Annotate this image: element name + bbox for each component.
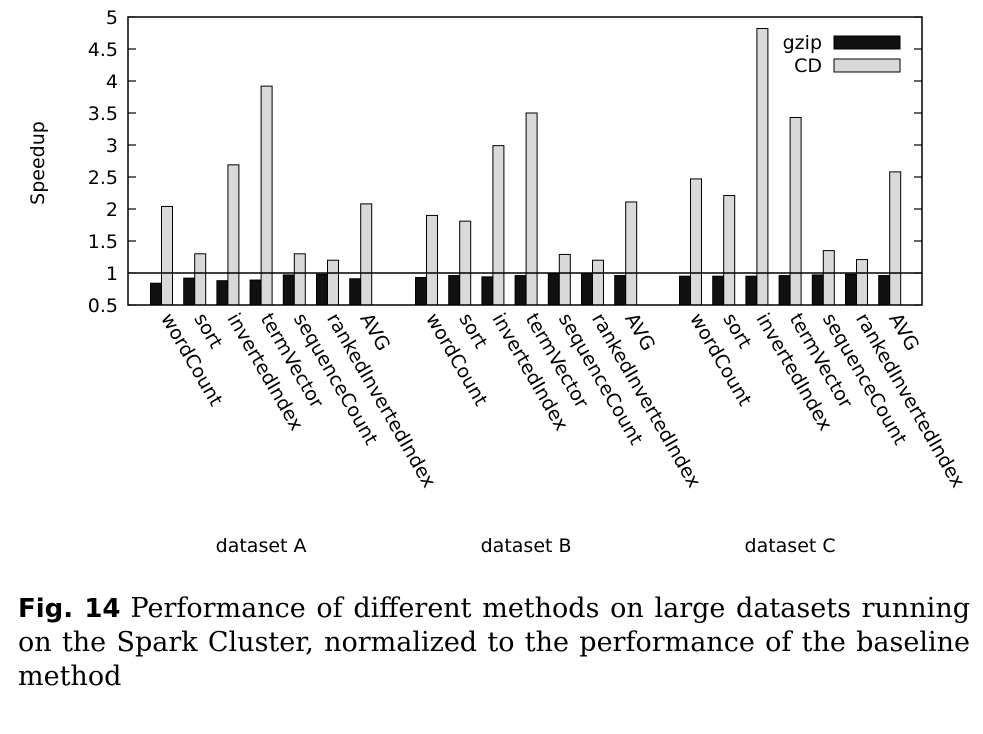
y-axis-label: Speedup <box>27 121 49 205</box>
bar-cd-wordcount <box>161 205 173 306</box>
caption-text: Performance of different methods on larg… <box>18 593 970 692</box>
bar-cd-termvector <box>260 85 273 306</box>
bar-cd-termvector <box>525 112 538 306</box>
group-label: dataset B <box>481 535 572 557</box>
bars <box>150 28 902 306</box>
bar-gzip-invertedindex <box>216 280 229 306</box>
legend-label: gzip <box>783 32 822 54</box>
y-tick-label: 2 <box>106 199 118 221</box>
bar-cd-sequencecount <box>822 250 835 306</box>
bar-cd-wordcount <box>690 178 702 306</box>
group-labels: dataset A dataset B dataset C <box>216 535 836 557</box>
category-labels: wordCountsortinvertedIndextermVectorsequ… <box>156 310 969 492</box>
bar-gzip-sequencecount <box>811 274 824 306</box>
y-axis-ticks: 0.5 1 1.5 2 2.5 3 3.5 4 4.5 5 <box>88 7 922 317</box>
y-tick-label: 1 <box>106 263 118 285</box>
legend-label: CD <box>794 55 822 77</box>
bar-cd-wordcount <box>426 214 438 306</box>
bar-gzip-sort <box>183 277 196 306</box>
bar-cd-invertedindex <box>227 164 240 306</box>
y-tick-label: 1.5 <box>88 231 118 253</box>
bar-gzip-termvector <box>249 279 262 306</box>
bar-gzip-rankedinvertedindex <box>845 273 857 306</box>
bar-cd-invertedindex <box>756 28 769 306</box>
bar-gzip-termvector <box>778 275 791 306</box>
bar-gzip-avg <box>878 275 891 306</box>
bar-cd-sort <box>459 220 472 306</box>
speedup-chart: 0.5 1 1.5 2 2.5 3 3.5 4 4.5 5 wordCountsortinvert… <box>27 7 969 557</box>
y-tick-label: 2.5 <box>88 167 118 189</box>
bar-gzip-rankedinvertedindex <box>316 273 328 306</box>
bar-gzip-invertedindex <box>745 275 758 306</box>
bar-gzip-avg <box>349 278 362 306</box>
bar-cd-invertedindex <box>492 145 505 306</box>
bar-gzip-wordcount <box>150 282 162 306</box>
bar-gzip-termvector <box>514 275 527 306</box>
bar-gzip-sequencecount <box>547 273 560 306</box>
plot-frame <box>127 16 923 306</box>
group-label: dataset C <box>745 535 836 557</box>
figure-caption: Fig. 14 Performance of different methods … <box>18 592 970 694</box>
bar-gzip-sort <box>448 275 461 306</box>
caption-label: Fig. 14 <box>18 594 121 624</box>
bar-cd-rankedinvertedindex <box>856 259 868 306</box>
y-tick-label: 4.5 <box>88 39 118 61</box>
bar-cd-sequencecount <box>558 253 571 306</box>
bar-cd-sequencecount <box>293 253 306 306</box>
bar-cd-avg <box>889 171 902 306</box>
bar-gzip-sequencecount <box>282 274 295 306</box>
bar-gzip-avg <box>614 275 627 306</box>
legend-swatch <box>833 35 901 50</box>
y-tick-label: 3.5 <box>88 103 118 125</box>
y-tick-label: 5 <box>106 7 118 29</box>
bar-cd-avg <box>625 201 638 306</box>
bar-cd-avg <box>360 203 373 306</box>
bar-gzip-wordcount <box>415 276 427 306</box>
bar-cd-sort <box>194 253 207 306</box>
y-tick-label: 0.5 <box>88 295 118 317</box>
bar-cd-termvector <box>789 116 802 306</box>
y-tick-label: 4 <box>106 71 118 93</box>
bar-gzip-sort <box>712 275 725 306</box>
bar-gzip-invertedindex <box>481 276 494 306</box>
bar-cd-sort <box>723 195 736 306</box>
bar-gzip-rankedinvertedindex <box>581 272 593 306</box>
bar-gzip-wordcount <box>679 275 691 306</box>
bar-cd-rankedinvertedindex <box>327 259 339 306</box>
group-label: dataset A <box>216 535 307 557</box>
bar-cd-rankedinvertedindex <box>592 259 604 306</box>
legend-swatch <box>833 58 901 73</box>
y-tick-label: 3 <box>106 135 118 157</box>
